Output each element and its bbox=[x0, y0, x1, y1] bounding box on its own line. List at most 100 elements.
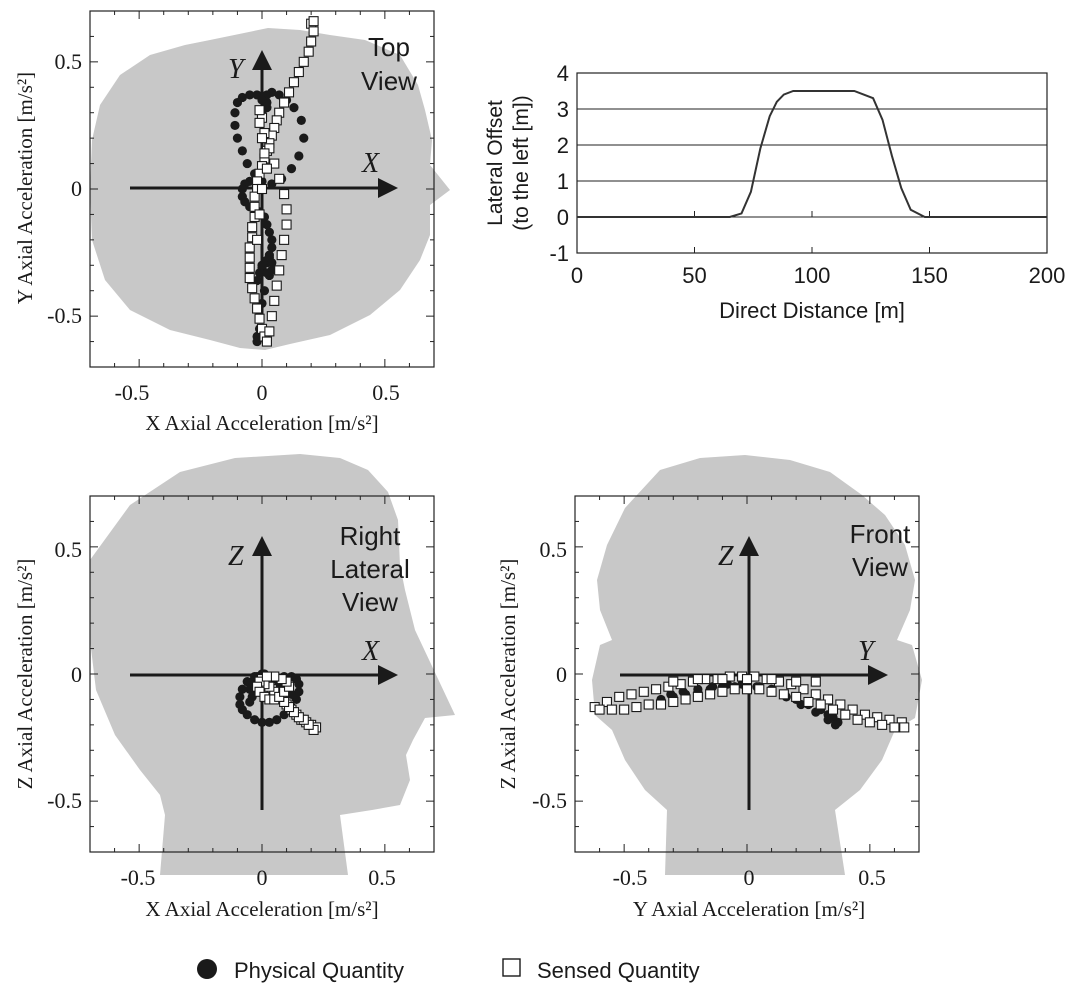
x-axis-title: Y Axial Acceleration [m/s²] bbox=[633, 897, 865, 921]
sensed-quantity-point bbox=[254, 117, 265, 128]
head-silhouette-front bbox=[592, 455, 922, 875]
y-axis-title: Z Axial Acceleration [m/s²] bbox=[496, 559, 520, 790]
sensed-quantity-point bbox=[306, 36, 317, 47]
physical-quantity-point bbox=[267, 235, 277, 245]
sensed-quantity-point bbox=[261, 671, 272, 682]
physical-quantity-point bbox=[296, 115, 306, 125]
head-silhouette-lateral bbox=[90, 454, 455, 875]
physical-quantity-point bbox=[237, 184, 247, 194]
physical-quantity-point bbox=[693, 684, 703, 694]
x-tick-label: -0.5 bbox=[115, 380, 150, 405]
sensed-quantity-point bbox=[259, 148, 270, 159]
x-tick-label: 200 bbox=[1029, 263, 1066, 288]
physical-quantity-point bbox=[286, 689, 297, 699]
physical-quantity-point bbox=[230, 120, 240, 131]
x-tick-label: 0 bbox=[257, 865, 268, 890]
view-label-line-2: View bbox=[361, 66, 417, 96]
markers bbox=[589, 671, 910, 733]
physical-quantity-point bbox=[272, 715, 282, 725]
frame-ticks bbox=[90, 11, 434, 367]
sensed-quantity-point bbox=[252, 234, 263, 245]
z-arrowhead bbox=[739, 536, 759, 556]
y-tick-label: 0 bbox=[556, 662, 567, 687]
sensed-quantity-point bbox=[835, 699, 846, 710]
sensed-quantity-point bbox=[717, 674, 728, 685]
physical-quantity-point bbox=[274, 90, 284, 100]
sensed-quantity-point bbox=[308, 16, 319, 27]
arrow-label-x: X bbox=[361, 148, 380, 179]
arrow-label-y: Y bbox=[858, 636, 877, 667]
sensed-quantity-point bbox=[766, 674, 777, 685]
y-tick-label: -0.5 bbox=[47, 788, 82, 813]
sensed-quantity-point bbox=[293, 66, 304, 78]
sensed-quantity-point bbox=[852, 714, 863, 725]
sensed-quantity-point bbox=[643, 699, 654, 710]
physical-quantity-point bbox=[294, 687, 304, 697]
sensed-quantity-point bbox=[298, 56, 309, 67]
physical-quantity-point bbox=[252, 336, 262, 347]
physical-quantity-point bbox=[823, 715, 833, 725]
markers bbox=[230, 16, 319, 347]
y-tick-label: -1 bbox=[549, 241, 569, 266]
y-tick-label: 0 bbox=[557, 205, 569, 230]
sensed-quantity-point bbox=[244, 242, 255, 253]
sensed-quantity-point bbox=[864, 717, 875, 728]
view-label-line-1: Right bbox=[340, 521, 401, 551]
physical-quantity-point bbox=[259, 286, 270, 296]
sensed-quantity-point bbox=[638, 686, 649, 697]
sensed-quantity-point bbox=[692, 674, 703, 685]
y-tick-label: 0.5 bbox=[540, 537, 568, 562]
sensed-quantity-point bbox=[249, 191, 260, 202]
y-axis-title: Z Axial Acceleration [m/s²] bbox=[13, 559, 37, 790]
x-axis-title: X Axial Acceleration [m/s²] bbox=[145, 411, 378, 435]
sensed-quantity-point bbox=[899, 722, 910, 733]
sensed-quantity-point bbox=[729, 684, 740, 695]
sensed-quantity-point bbox=[261, 336, 272, 347]
sensed-quantity-point bbox=[244, 252, 255, 263]
legend-open-square-marker bbox=[502, 958, 521, 977]
x-tick-label: 0.5 bbox=[368, 865, 396, 890]
y-arrowhead bbox=[252, 50, 272, 70]
physical-quantity-point bbox=[245, 684, 255, 694]
sensed-quantity-point bbox=[279, 189, 290, 200]
arrow-label-x: X bbox=[361, 636, 380, 667]
top-view-panel: X Y Top View -0.5 0 0.5 0.5 0 -0.5 X Axi… bbox=[13, 10, 450, 435]
sensed-quantity-point bbox=[281, 204, 292, 215]
physical-quantity-point bbox=[242, 158, 252, 169]
view-label-line-1: Front bbox=[850, 519, 911, 549]
sensed-quantity-point bbox=[717, 686, 728, 697]
physical-quantity-point bbox=[235, 692, 245, 702]
physical-quantity-point bbox=[289, 103, 299, 113]
x-tick-label: 0.5 bbox=[858, 865, 886, 890]
horizontal-gridlines bbox=[576, 72, 1048, 254]
sensed-quantity-point bbox=[244, 262, 255, 273]
sensed-quantity-point bbox=[594, 704, 605, 715]
sensed-quantity-point bbox=[279, 234, 290, 245]
sensed-quantity-point bbox=[276, 250, 287, 261]
x-tick-label: -0.5 bbox=[613, 865, 648, 890]
y-tick-label: 1 bbox=[557, 169, 569, 194]
y-tick-label: 0.5 bbox=[55, 537, 83, 562]
sensed-quantity-point bbox=[254, 313, 265, 324]
front-view-panel: Y Z Front View -0.5 0 0.5 0.5 0 -0.5 Y A… bbox=[496, 455, 922, 921]
physical-quantity-point bbox=[796, 699, 806, 710]
sensed-quantity-point bbox=[815, 699, 826, 710]
physical-quantity-point bbox=[267, 258, 277, 268]
x-tick-label: 50 bbox=[682, 263, 706, 288]
x-tick-label: 0 bbox=[257, 380, 268, 405]
sensed-quantity-point bbox=[271, 280, 282, 291]
x-arrowhead bbox=[378, 665, 398, 685]
sensed-quantity-point bbox=[288, 77, 299, 88]
physical-quantity-point bbox=[262, 268, 272, 278]
physical-quantity-point bbox=[286, 164, 297, 174]
sensed-quantity-point bbox=[256, 133, 268, 144]
sensed-quantity-point bbox=[741, 674, 753, 685]
lateral-offset-line bbox=[577, 90, 1047, 218]
sensed-quantity-point bbox=[266, 311, 277, 322]
x-tick-label: 150 bbox=[911, 263, 948, 288]
legend-label-physical: Physical Quantity bbox=[234, 958, 404, 983]
sensed-quantity-point bbox=[631, 702, 642, 713]
sensed-quantity-point bbox=[308, 26, 319, 37]
y-tick-label: 0.5 bbox=[55, 49, 83, 74]
sensed-quantity-point bbox=[791, 691, 802, 702]
